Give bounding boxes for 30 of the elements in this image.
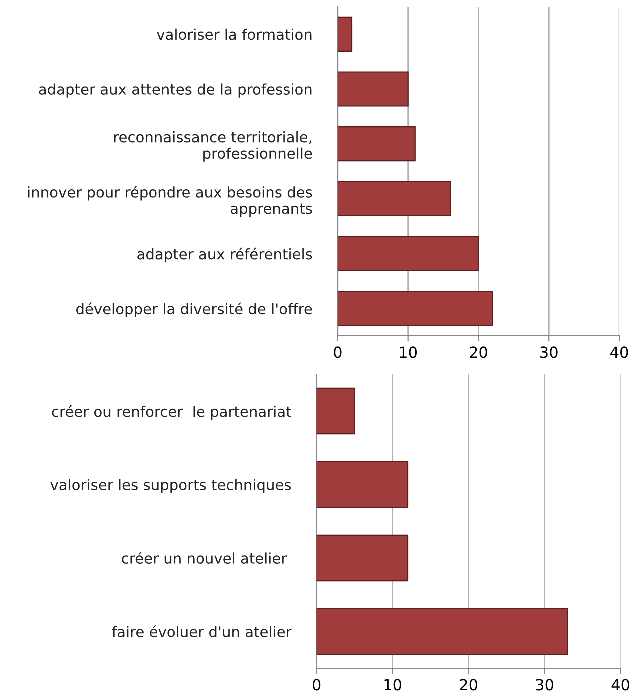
bar (316, 461, 409, 508)
y-tick-label: valoriser les supports techniques (50, 479, 292, 494)
bar (338, 72, 409, 107)
x-tick-label: 10 (384, 679, 402, 691)
bar (338, 181, 452, 216)
y-tick-label: créer un nouvel atelier (122, 552, 288, 564)
x-tick-label: 40 (610, 346, 628, 358)
x-tick-label: 10 (400, 346, 418, 358)
x-tick-label: 0 (334, 346, 342, 358)
x-tick-label: 20 (470, 346, 488, 358)
x-tick-label: 40 (612, 679, 630, 691)
x-tick-label: 30 (540, 346, 558, 358)
bar (316, 608, 568, 656)
y-tick-label: faire évoluer d'un atelier (112, 626, 292, 638)
y-tick-label: innover pour répondre aux besoins des apprenants (28, 186, 312, 218)
y-tick-label: développer la diversité de l'offre (76, 302, 312, 318)
y-tick-label: valoriser la formation (157, 28, 312, 40)
bar (338, 126, 416, 162)
y-tick-label: créer ou renforcer le partenariat (52, 405, 292, 420)
bar (316, 388, 356, 435)
x-tick-label: 30 (536, 679, 554, 691)
y-tick-label: reconnaissance territoriale, professionnelle (114, 131, 312, 162)
bar (338, 291, 494, 326)
bar (316, 534, 409, 582)
y-tick-label: adapter aux attentes de la profession (39, 84, 312, 98)
x-tick-label: 0 (312, 679, 321, 691)
x-tick-label: 20 (460, 679, 478, 691)
bar (338, 236, 480, 272)
y-tick-label: adapter aux référentiels (138, 248, 312, 263)
bar (338, 16, 353, 52)
